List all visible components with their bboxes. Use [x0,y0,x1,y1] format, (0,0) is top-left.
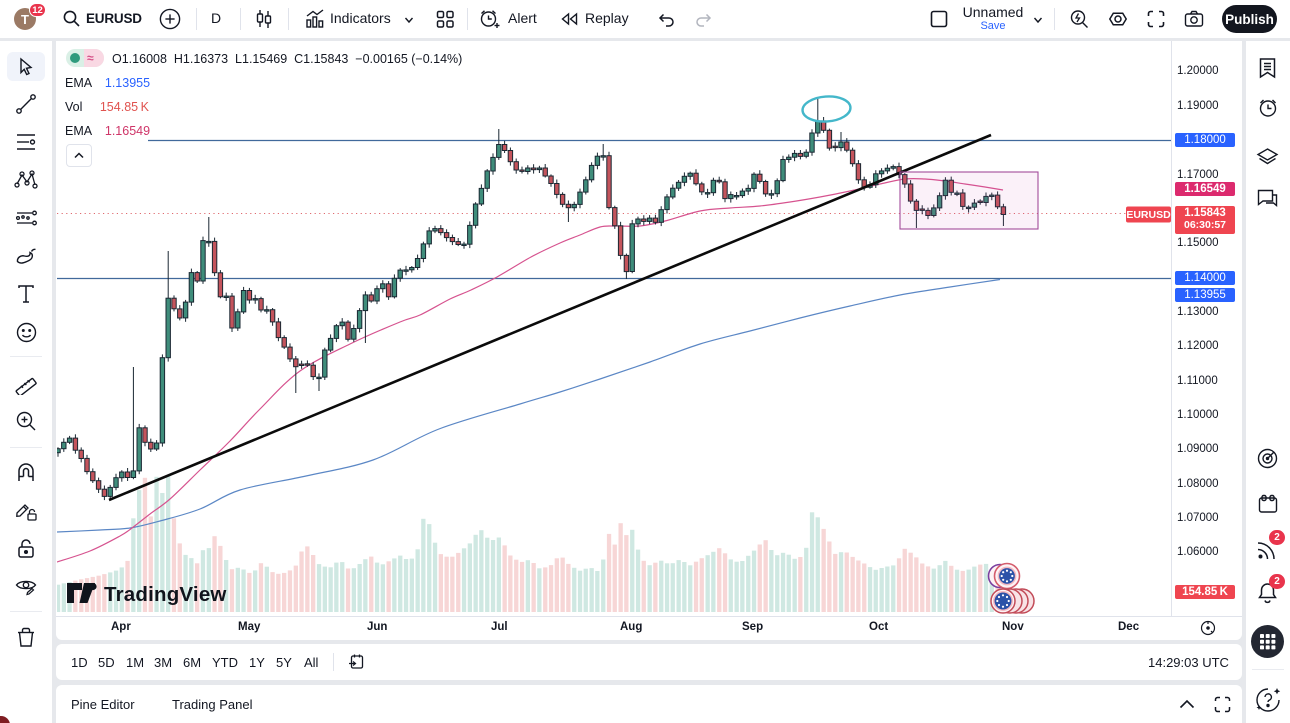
svg-text:EURUSD: EURUSD [1126,209,1171,221]
svg-text:TradingView: TradingView [104,583,227,606]
